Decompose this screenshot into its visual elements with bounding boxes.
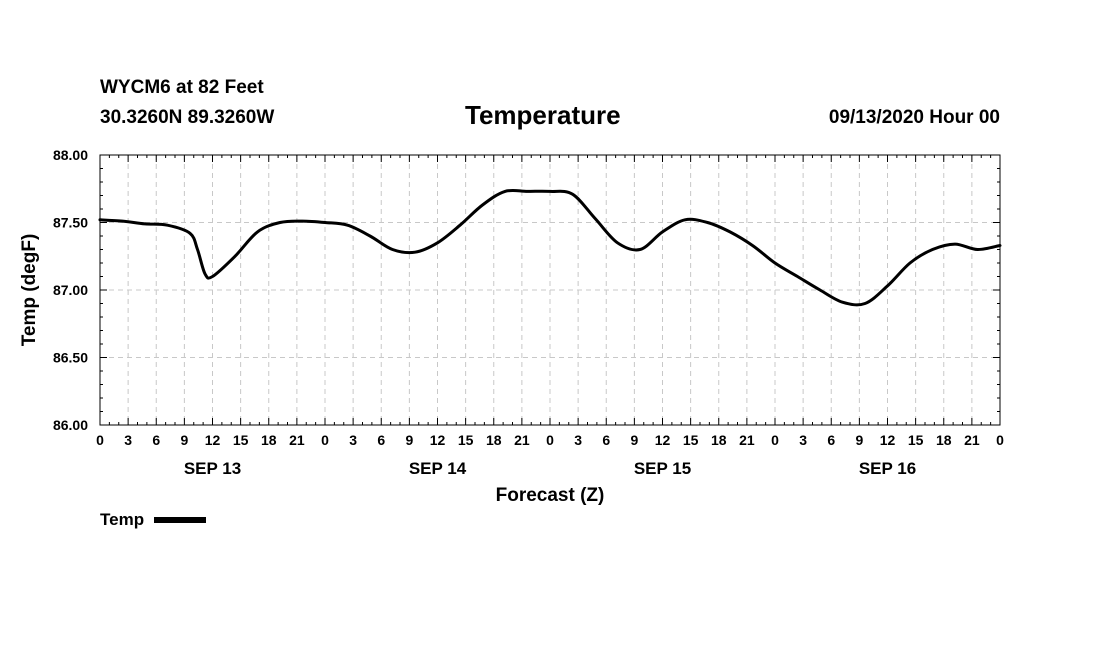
x-tick-label: 21 xyxy=(514,432,530,448)
series-line-temp xyxy=(98,188,1002,307)
x-tick-label: 9 xyxy=(630,432,638,448)
x-tick-label: 0 xyxy=(771,432,779,448)
x-tick-label: 15 xyxy=(908,432,924,448)
x-tick-label: 15 xyxy=(233,432,249,448)
plot-frame xyxy=(99,154,1001,426)
x-axis-title: Forecast (Z) xyxy=(496,485,605,506)
y-tick-label: 86.00 xyxy=(53,417,88,433)
x-tick-label: 9 xyxy=(180,432,188,448)
x-tick-label: 21 xyxy=(964,432,980,448)
x-tick-label: 3 xyxy=(124,432,132,448)
x-tick-label: 0 xyxy=(996,432,1004,448)
x-tick-label: 0 xyxy=(546,432,554,448)
x-tick-label: 6 xyxy=(152,432,160,448)
legend-label-temp: Temp xyxy=(100,510,145,529)
x-tick-labels: 0 3 6 9 12 15 18 21 0 3 6 9 12 15 18 21 0 3 6 9 12 15 18 21 0 3 6 9… xyxy=(96,432,1004,448)
y-tick-label: 88.00 xyxy=(53,147,88,163)
x-tick-label: 6 xyxy=(602,432,610,448)
y-tick-label: 87.50 xyxy=(53,215,88,231)
y-tick-label: 87.00 xyxy=(53,282,88,298)
x-tick-label: 21 xyxy=(739,432,755,448)
forecast-datetime: 09/13/2020 Hour 00 xyxy=(828,107,1000,128)
x-tick-label: 3 xyxy=(799,432,807,448)
x-tick-label: 12 xyxy=(880,432,896,448)
day-labels: SEP 13 SEP 14 SEP 15 SEP 16 xyxy=(184,459,916,478)
x-tick-label: 6 xyxy=(377,432,385,448)
y-tick-label: 86.50 xyxy=(53,350,88,366)
x-tick-label: 12 xyxy=(655,432,671,448)
x-tick-label: 3 xyxy=(349,432,357,448)
x-tick-label: 18 xyxy=(711,432,727,448)
x-tick-label: 15 xyxy=(683,432,699,448)
day-label: SEP 16 xyxy=(859,459,916,478)
station-label: WYCM6 at 82 Feet xyxy=(100,77,264,98)
x-tick-label: 15 xyxy=(458,432,474,448)
day-label: SEP 14 xyxy=(409,459,467,478)
legend: Temp xyxy=(100,510,207,530)
x-tick-label: 18 xyxy=(261,432,277,448)
x-tick-label: 6 xyxy=(827,432,835,448)
x-tick-label: 21 xyxy=(289,432,305,448)
coordinates-label: 30.3260N 89.3260W xyxy=(100,107,275,128)
x-tick-label: 0 xyxy=(96,432,104,448)
chart-title: Temperature xyxy=(465,100,621,130)
x-tick-label: 9 xyxy=(855,432,863,448)
legend-swatch-temp xyxy=(154,517,207,523)
x-tick-label: 12 xyxy=(430,432,446,448)
x-tick-label: 18 xyxy=(936,432,952,448)
y-axis-title: Temp (degF) xyxy=(19,234,40,347)
x-tick-label: 0 xyxy=(321,432,329,448)
day-label: SEP 13 xyxy=(184,459,241,478)
day-label: SEP 15 xyxy=(634,459,691,478)
y-tick-labels: 86.00 86.50 87.00 87.50 88.00 xyxy=(53,147,88,433)
x-tick-label: 3 xyxy=(574,432,582,448)
x-tick-label: 18 xyxy=(486,432,502,448)
x-tick-label: 9 xyxy=(405,432,413,448)
grid-lines xyxy=(100,155,1000,425)
x-tick-label: 12 xyxy=(205,432,221,448)
